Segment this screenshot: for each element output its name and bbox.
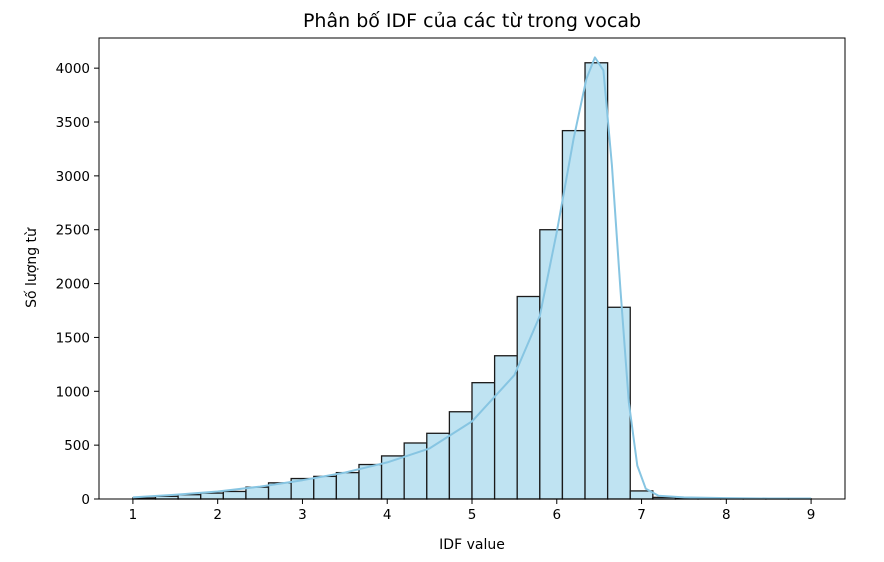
y-tick-label: 3000: [56, 169, 90, 185]
y-tick-label: 500: [64, 438, 90, 454]
y-axis-label: Số lượng từ: [23, 227, 40, 308]
y-tick-label: 2500: [56, 223, 90, 239]
x-axis-label: IDF value: [439, 537, 505, 553]
histogram-bar: [584, 62, 609, 500]
histogram-bar: [606, 306, 631, 500]
x-tick-label: 9: [807, 507, 816, 523]
histogram-bar: [493, 355, 518, 500]
y-tick-label: 4000: [56, 61, 90, 77]
histogram-bar: [448, 411, 473, 500]
histogram-bar: [358, 463, 383, 500]
x-tick-label: 8: [722, 507, 731, 523]
y-tick-label: 2000: [56, 277, 90, 293]
y-tick-label: 1500: [56, 330, 90, 346]
histogram-bar: [200, 492, 224, 500]
x-tick-label: 6: [552, 507, 561, 523]
histogram-bar: [516, 295, 541, 500]
x-tick-label: 7: [637, 507, 646, 523]
y-tick-label: 3500: [56, 115, 90, 131]
plot-area: 1 2 3 4 5 6 7 8 9 0 500 1000 1500 2000 2500 3000 3500 400…: [56, 37, 846, 523]
histogram-bar: [335, 471, 360, 500]
y-tick-label: 0: [81, 492, 90, 508]
histogram-bar: [539, 229, 564, 500]
histogram-bar: [629, 490, 654, 500]
kde-line: [132, 56, 812, 500]
chart-title: Phân bố IDF của các từ trong vocab: [303, 10, 641, 32]
x-tick-label: 2: [213, 507, 222, 523]
histogram-bar: [245, 486, 270, 500]
histogram-bar: [222, 490, 247, 500]
x-tick-label: 3: [298, 507, 307, 523]
histogram-bar: [313, 475, 338, 500]
histogram-bar: [177, 494, 202, 500]
x-tick-label: 5: [468, 507, 477, 523]
x-tick-label: 1: [129, 507, 138, 523]
y-tick-label: 1000: [56, 384, 90, 400]
x-tick-label: 4: [383, 507, 392, 523]
